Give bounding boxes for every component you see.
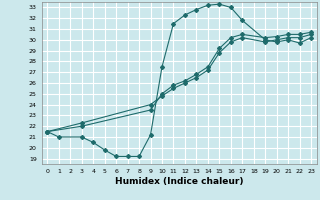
X-axis label: Humidex (Indice chaleur): Humidex (Indice chaleur) bbox=[115, 177, 244, 186]
